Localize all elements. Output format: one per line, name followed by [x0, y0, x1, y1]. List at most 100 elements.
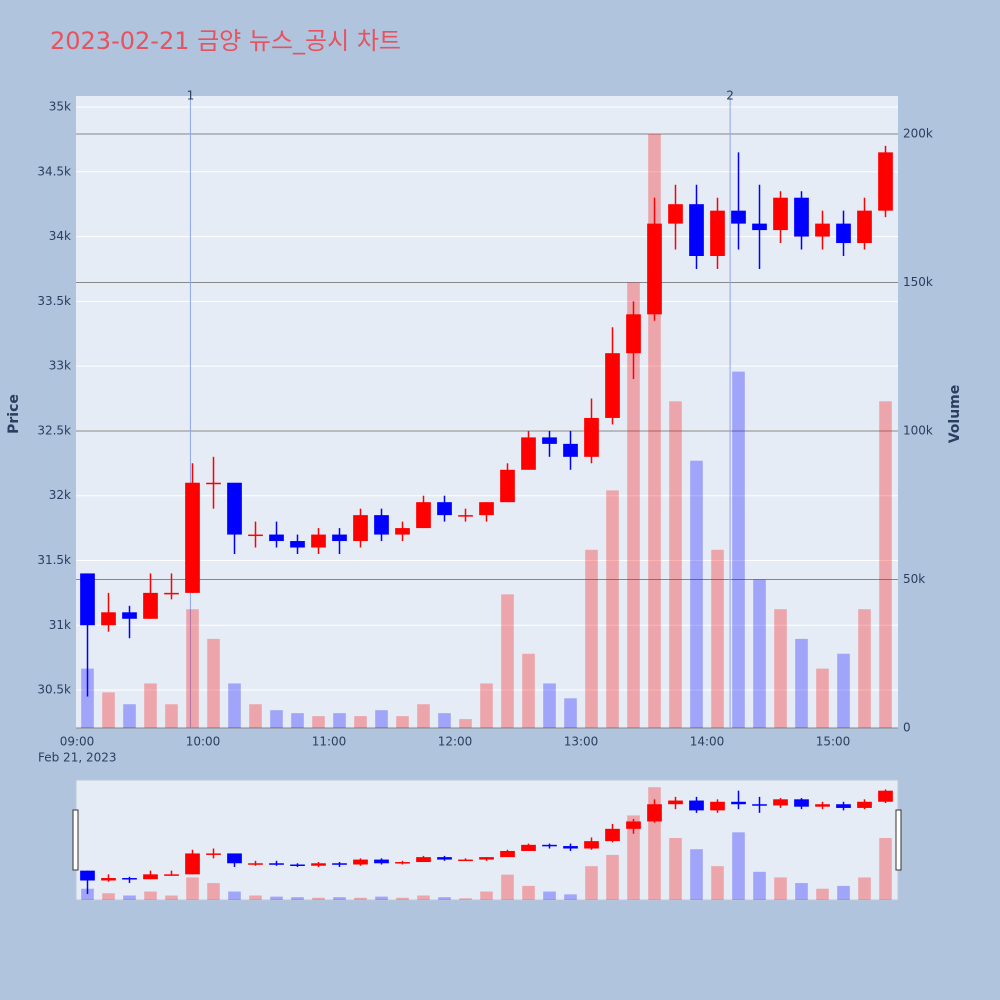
plot-area	[76, 96, 898, 728]
volume-bar	[354, 897, 367, 900]
volume-bar	[438, 713, 451, 728]
volume-bar	[732, 371, 745, 728]
candle-body	[689, 800, 704, 811]
volume-bar	[312, 716, 325, 728]
candle-body	[605, 353, 620, 418]
y-tick-label: 33k	[49, 359, 71, 373]
candle-body	[668, 204, 683, 224]
volume-bar	[501, 594, 514, 728]
candle-body	[584, 417, 599, 457]
volume-bar	[627, 282, 640, 728]
candle-body	[626, 314, 641, 354]
volume-bar	[858, 877, 871, 900]
volume-bar	[102, 893, 115, 900]
candle-body	[290, 864, 305, 867]
y-tick-label: 34.5k	[37, 164, 71, 178]
volume-bar	[837, 653, 850, 728]
y2-tick-label: 100k	[903, 424, 933, 438]
x-tick-label: 12:00	[438, 735, 473, 749]
candle-body	[206, 482, 221, 485]
x-tick-label: 09:00	[60, 735, 95, 749]
volume-bar	[312, 897, 325, 900]
candle-body	[563, 846, 578, 849]
range-handle[interactable]	[72, 809, 79, 871]
candle-body	[647, 223, 662, 315]
candle-body	[80, 870, 95, 881]
candle-body	[416, 502, 431, 529]
candle-body	[353, 515, 368, 542]
volume-bar	[291, 713, 304, 728]
candle-body	[626, 821, 641, 829]
candle-body	[374, 859, 389, 864]
volume-bar	[837, 885, 850, 900]
volume-bar	[186, 877, 199, 900]
volume-bar	[879, 837, 892, 900]
volume-bar	[123, 704, 136, 728]
candle-body	[101, 878, 116, 881]
y-tick-label: 32.5k	[37, 423, 71, 437]
y-tick-label: 33.5k	[37, 294, 71, 308]
volume-bar	[249, 704, 262, 728]
volume-bar	[753, 579, 766, 728]
volume-bar	[144, 891, 157, 900]
candle-body	[227, 853, 242, 864]
volume-bar	[81, 668, 94, 728]
candle-body	[815, 223, 830, 237]
volume-bar	[564, 894, 577, 900]
volume-bar	[774, 877, 787, 900]
volume-bar	[543, 891, 556, 900]
candle-body	[794, 197, 809, 237]
candle-body	[248, 534, 263, 537]
x-tick-label: 14:00	[690, 735, 725, 749]
candle-body	[563, 443, 578, 457]
candle-body	[857, 801, 872, 808]
volume-bar	[207, 883, 220, 900]
candle-body	[269, 534, 284, 542]
candle-body	[332, 534, 347, 542]
volume-bar	[753, 871, 766, 900]
volume-bar	[690, 460, 703, 728]
candle-body	[710, 801, 725, 811]
x-tick-label: 15:00	[816, 735, 851, 749]
y-axis-title: Price	[6, 394, 22, 434]
volume-bar	[228, 683, 241, 728]
candle-body	[710, 210, 725, 257]
volume-bar	[606, 490, 619, 728]
candle-body	[479, 857, 494, 860]
candle-body	[836, 223, 851, 244]
candle-body	[122, 612, 137, 619]
candle-body	[752, 804, 767, 806]
candle-body	[227, 482, 242, 535]
candle-body	[773, 197, 788, 231]
annotation-label: 1	[187, 89, 195, 103]
volume-bar	[249, 895, 262, 900]
candle-body	[248, 863, 263, 865]
candle-body	[857, 210, 872, 244]
volume-bar	[333, 713, 346, 728]
volume-bar	[669, 837, 682, 900]
volume-bar	[396, 716, 409, 728]
candle-body	[143, 592, 158, 619]
volume-bar	[186, 609, 199, 728]
x-tick-label: 13:00	[564, 735, 599, 749]
candle-body	[647, 804, 662, 822]
candle-body	[731, 210, 746, 224]
volume-bar	[879, 401, 892, 728]
candle-body	[437, 857, 452, 860]
candle-body	[878, 790, 893, 802]
range-slider[interactable]	[75, 779, 899, 901]
x-tick-label: 11:00	[312, 735, 347, 749]
candle-body	[164, 874, 179, 876]
volume-bar	[228, 891, 241, 900]
candle-body	[668, 800, 683, 805]
chart-title: 2023-02-21 금양 뉴스_공시 차트	[50, 27, 401, 55]
volume-bar	[732, 832, 745, 900]
candle-body	[752, 223, 767, 231]
y2-tick-label: 0	[903, 721, 911, 735]
candle-body	[101, 612, 116, 626]
x-tick-label: 10:00	[186, 735, 221, 749]
range-handle[interactable]	[895, 809, 902, 871]
volume-bar	[102, 692, 115, 728]
volume-bar	[417, 704, 430, 728]
